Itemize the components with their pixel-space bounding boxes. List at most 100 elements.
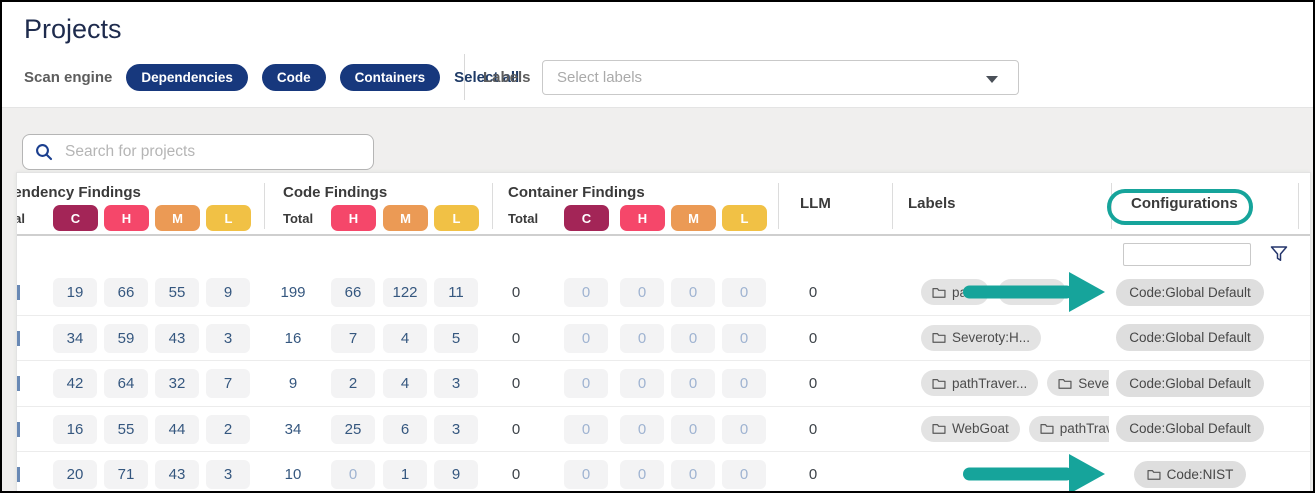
code-total-header: Total bbox=[283, 211, 314, 226]
engine-pill-code[interactable]: Code bbox=[261, 63, 326, 91]
column-divider bbox=[1298, 183, 1299, 229]
code-high-count: 7 bbox=[331, 323, 375, 353]
llm-count: 0 bbox=[808, 329, 818, 347]
container-high-count: 0 bbox=[620, 323, 664, 353]
code-low-count: 9 bbox=[434, 460, 478, 489]
configuration-chip[interactable]: Code:Global Default bbox=[1116, 415, 1264, 442]
code-low-count: 5 bbox=[434, 323, 478, 353]
dep-low-count: 2 bbox=[206, 414, 250, 444]
config-cell: Code:Global Default bbox=[1115, 415, 1265, 443]
project-label-chip[interactable] bbox=[998, 279, 1067, 305]
page-title: Projects bbox=[24, 14, 122, 44]
project-label-chip[interactable]: Severoty:H... bbox=[921, 324, 1042, 351]
select-all-button[interactable]: Select all bbox=[454, 68, 520, 86]
severity-badge-high: H bbox=[331, 205, 376, 231]
project-label-chip[interactable]: path bbox=[921, 279, 990, 305]
configuration-chip-text: Code:Global Default bbox=[1129, 375, 1251, 391]
llm-count: 0 bbox=[808, 420, 818, 438]
container-high-count: 0 bbox=[620, 278, 664, 307]
project-label-chip[interactable]: pathTraver.. bbox=[1028, 415, 1109, 442]
dep-critical-count: 16 bbox=[53, 414, 97, 444]
label-chip-text: path bbox=[952, 284, 979, 300]
search-placeholder: Search for projects bbox=[65, 143, 196, 160]
engine-pill-containers[interactable]: Containers bbox=[339, 63, 441, 91]
table-rows: 19 66 55 9 199 66 122 11 0 0 0 0 0 0 pat… bbox=[17, 270, 1310, 491]
code-low-count: 11 bbox=[434, 278, 478, 307]
search-icon bbox=[36, 144, 53, 161]
dep-high-count: 55 bbox=[104, 414, 148, 444]
config-cell: Code:NIST bbox=[1115, 460, 1265, 488]
project-label-chip[interactable]: pathTraver... bbox=[921, 370, 1039, 396]
funnel-filter-icon[interactable] bbox=[1269, 244, 1289, 264]
severity-badge-low: L bbox=[722, 205, 767, 231]
project-label-chip[interactable]: WebGoat bbox=[921, 415, 1020, 442]
label-chip-text: pathTraver... bbox=[952, 375, 1028, 391]
configuration-chip[interactable]: Code:Global Default bbox=[1116, 278, 1264, 306]
container-total-count: 0 bbox=[511, 466, 521, 483]
dependency-total-header: Total bbox=[17, 211, 25, 226]
folder-icon bbox=[1040, 424, 1054, 434]
labels-select-placeholder: Select labels bbox=[557, 69, 643, 86]
container-critical-count: 0 bbox=[564, 323, 608, 353]
clipped-total-remnant bbox=[17, 330, 20, 346]
dep-critical-count: 34 bbox=[53, 323, 97, 353]
severity-badge-medium: M bbox=[383, 205, 428, 231]
config-cell: Code:Global Default bbox=[1115, 278, 1265, 306]
project-search-input[interactable]: Search for projects bbox=[22, 134, 374, 170]
label-chip-text: pathTraver.. bbox=[1059, 421, 1109, 436]
labels-select-dropdown[interactable]: Select labels bbox=[542, 60, 1019, 95]
table-row[interactable]: 16 55 44 2 34 25 6 3 0 0 0 0 0 0 WebGoat… bbox=[17, 406, 1310, 452]
dep-high-count: 66 bbox=[104, 278, 148, 307]
labels-cell: path bbox=[921, 279, 1109, 306]
code-total-count: 9 bbox=[288, 375, 298, 392]
dep-medium-count: 55 bbox=[155, 278, 199, 307]
severity-badge-low: L bbox=[206, 205, 251, 231]
code-medium-count: 122 bbox=[383, 278, 427, 307]
table-header-border bbox=[17, 234, 1310, 236]
filterbar-divider bbox=[464, 54, 465, 100]
folder-icon bbox=[932, 287, 946, 298]
container-critical-count: 0 bbox=[564, 460, 608, 489]
container-low-count: 0 bbox=[722, 414, 766, 444]
severity-badge-low: L bbox=[434, 205, 479, 231]
engine-pill-dependencies[interactable]: Dependencies bbox=[126, 63, 248, 91]
column-filter-row bbox=[17, 236, 1310, 271]
folder-icon bbox=[1058, 378, 1072, 389]
container-low-count: 0 bbox=[722, 460, 766, 489]
severity-badge-medium: M bbox=[671, 205, 716, 231]
configuration-chip[interactable]: Code:Global Default bbox=[1116, 324, 1264, 351]
dep-critical-count: 19 bbox=[53, 278, 97, 307]
container-total-count: 0 bbox=[511, 284, 521, 301]
code-medium-count: 1 bbox=[383, 460, 427, 489]
scan-engine-filter-bar: Scan engine Dependencies Code Containers… bbox=[24, 62, 519, 92]
code-total-count: 10 bbox=[284, 466, 302, 483]
label-chip-text: Severoty:H... bbox=[952, 330, 1031, 345]
label-chip-text: Severoty bbox=[1078, 375, 1109, 391]
code-total-count: 199 bbox=[280, 284, 306, 301]
container-total-count: 0 bbox=[511, 329, 521, 347]
clipped-total-remnant bbox=[17, 421, 20, 437]
table-row[interactable]: 20 71 43 3 10 0 1 9 0 0 0 0 0 0 Code:NIS… bbox=[17, 452, 1310, 491]
labels-filter-label: Labels bbox=[483, 69, 531, 86]
column-divider bbox=[892, 183, 893, 229]
severity-badge-high: H bbox=[620, 205, 665, 231]
table-row[interactable]: 19 66 55 9 199 66 122 11 0 0 0 0 0 0 pat… bbox=[17, 270, 1310, 316]
code-findings-header: Code Findings bbox=[283, 184, 388, 201]
column-group-divider bbox=[264, 183, 265, 229]
code-low-count: 3 bbox=[434, 414, 478, 444]
project-label-chip[interactable]: Severoty bbox=[1047, 370, 1109, 396]
configuration-chip[interactable]: Code:NIST bbox=[1133, 460, 1247, 488]
severity-badge-critical: C bbox=[53, 205, 98, 231]
scan-engine-label: Scan engine bbox=[24, 68, 113, 86]
configuration-chip[interactable]: Code:Global Default bbox=[1116, 369, 1264, 397]
container-high-count: 0 bbox=[620, 460, 664, 489]
table-row[interactable]: 42 64 32 7 9 2 4 3 0 0 0 0 0 0 pathTrave… bbox=[17, 361, 1310, 407]
dependency-findings-header: Dependency Findings bbox=[17, 184, 141, 201]
table-row[interactable]: 34 59 43 3 16 7 4 5 0 0 0 0 0 0 Severoty… bbox=[17, 315, 1310, 361]
configuration-chip-text: Code:Global Default bbox=[1129, 284, 1251, 300]
configurations-filter-input[interactable] bbox=[1123, 243, 1251, 266]
container-findings-header: Container Findings bbox=[508, 184, 645, 201]
configuration-chip-text: Code:Global Default bbox=[1129, 421, 1251, 436]
folder-icon bbox=[932, 424, 946, 434]
